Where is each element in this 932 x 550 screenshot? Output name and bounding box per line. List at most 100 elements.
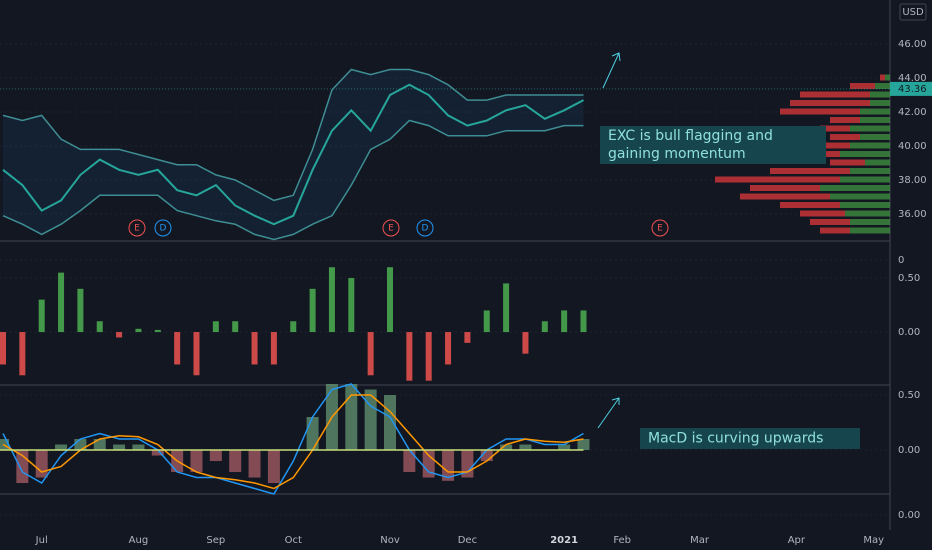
profile-down (820, 142, 850, 149)
histogram-bar (212, 321, 219, 333)
annotation-box (600, 126, 826, 164)
annotation-text: MacD is curving upwards (648, 431, 823, 447)
macd-histogram-bar (577, 439, 590, 451)
macd-histogram-bar (151, 450, 164, 456)
profile-up (875, 83, 890, 90)
histogram-bar (0, 332, 6, 365)
macd-histogram-bar (345, 384, 358, 451)
profile-up (860, 134, 890, 141)
event-label: D (160, 224, 167, 234)
x-tick-label: Apr (788, 535, 806, 546)
currency-box (899, 3, 927, 21)
event-label: E (134, 224, 140, 234)
macd-histogram-bar (267, 450, 280, 484)
y-tick-label: 36.00 (898, 209, 927, 220)
x-tick-label: Sep (206, 535, 225, 546)
macd-histogram-bar (74, 439, 87, 451)
y-tick-label: 0.00 (898, 445, 920, 456)
x-tick-label: Feb (613, 535, 631, 546)
profile-up (840, 151, 890, 158)
macd-histogram-bar (306, 417, 319, 451)
histogram-bar (425, 332, 432, 381)
profile-up (850, 227, 890, 234)
histogram-bar (232, 321, 239, 333)
histogram-bar (38, 299, 45, 333)
event-label: E (657, 224, 663, 234)
y-tick-label: 44.00 (898, 73, 927, 84)
last-price-label: 43.36 (898, 84, 927, 95)
macd-histogram-bar (55, 444, 68, 451)
series-line (2, 83, 584, 226)
macd-histogram-bar (113, 444, 126, 451)
annotation-text: EXC is bull flagging and (608, 128, 773, 144)
series-line (2, 394, 584, 490)
profile-down (780, 201, 840, 208)
profile-up (870, 91, 890, 98)
profile-down (715, 176, 840, 183)
profile-down (830, 117, 860, 124)
series-line (2, 68, 584, 202)
y-tick-label: 0.50 (898, 273, 920, 284)
profile-down (820, 125, 850, 132)
profile-up (850, 168, 890, 175)
histogram-bar (483, 310, 490, 333)
macd-histogram-bar (229, 450, 242, 473)
histogram-bar (77, 288, 84, 333)
profile-down (780, 108, 860, 115)
histogram-bar (541, 321, 548, 333)
profile-up (860, 117, 890, 124)
histogram-bar (522, 332, 529, 354)
x-tick-label: 2021 (550, 535, 578, 546)
y-tick-label: 0.50 (898, 390, 920, 401)
histogram-bar (193, 332, 200, 376)
profile-up (850, 142, 890, 149)
profile-up (885, 74, 890, 81)
histogram-bar (503, 283, 510, 333)
histogram-bar (464, 332, 471, 343)
profile-up (845, 210, 890, 217)
profile-down (830, 159, 865, 166)
macd-histogram-bar (190, 450, 203, 473)
histogram-bar (154, 329, 161, 333)
profile-up (850, 125, 890, 132)
profile-up (840, 176, 890, 183)
macd-histogram-bar (558, 444, 571, 451)
y-tick-label: 42.00 (898, 107, 927, 118)
y-tick-label: 46.00 (898, 39, 927, 50)
y-tick-label: 0 (898, 255, 904, 266)
event-marker (416, 219, 434, 237)
profile-up (870, 100, 890, 107)
macd-histogram-bar (248, 450, 261, 478)
histogram-bar (561, 310, 568, 333)
profile-down (740, 193, 830, 200)
x-tick-label: Nov (380, 535, 400, 546)
profile-down (770, 168, 850, 175)
histogram-bar (367, 332, 374, 376)
profile-up (850, 218, 890, 225)
x-tick-label: Jul (35, 535, 48, 546)
macd-histogram-bar (384, 395, 396, 451)
x-tick-label: Aug (129, 535, 149, 546)
histogram-bar (445, 332, 452, 365)
y-tick-label: 0.00 (898, 510, 920, 521)
histogram-bar (270, 332, 277, 365)
last-price-box (890, 81, 932, 96)
y-tick-label: 40.00 (898, 141, 927, 152)
profile-up (830, 193, 890, 200)
profile-up (820, 184, 890, 191)
event-marker (382, 219, 400, 237)
event-marker (651, 219, 669, 237)
histogram-bar (309, 288, 316, 333)
event-label: E (388, 224, 394, 234)
event-label: D (422, 224, 429, 234)
profile-up (860, 108, 890, 115)
y-tick-label: 0.00 (898, 327, 920, 338)
profile-down (800, 91, 870, 98)
series-line (2, 119, 584, 241)
event-marker (154, 219, 172, 237)
macd-histogram-bar (403, 450, 416, 473)
x-tick-label: Oct (285, 535, 302, 546)
profile-down (820, 227, 850, 234)
macd-histogram-bar (35, 450, 48, 478)
